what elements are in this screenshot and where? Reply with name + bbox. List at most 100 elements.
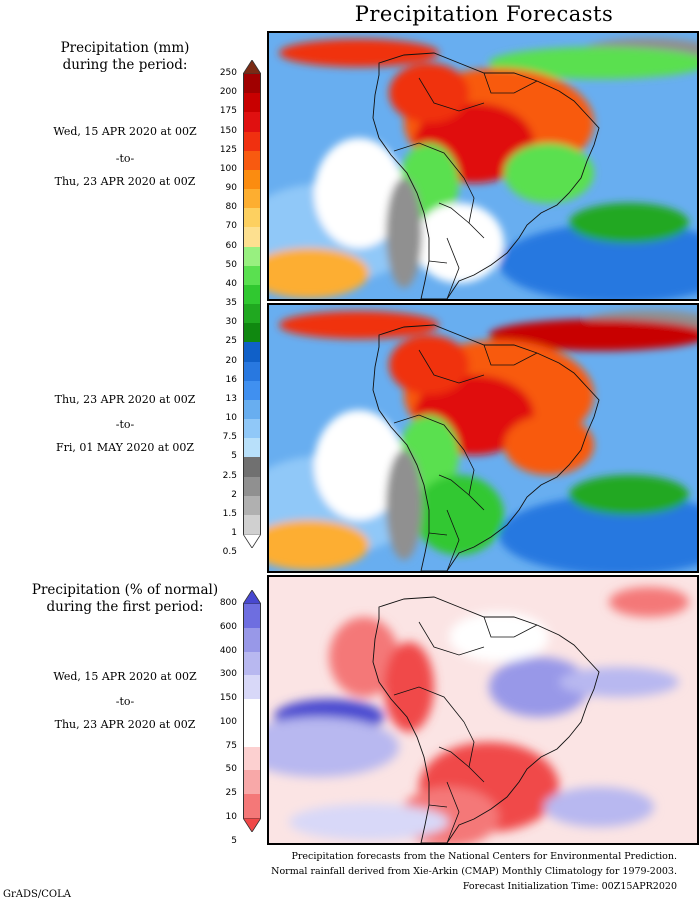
colorbar-tick-label: 13	[225, 393, 237, 404]
colorbar-tick-label: 7.5	[222, 432, 237, 443]
colorbar-cell	[243, 675, 261, 700]
colorbar-cell	[243, 604, 261, 629]
colorbar-tick-label: 0.5	[222, 547, 237, 558]
panel2-separator: -to-	[115, 418, 135, 431]
grads-credit: GrADS/COLA	[3, 889, 71, 900]
colorbar-cell	[243, 93, 261, 113]
colorbar-tick-label: 30	[225, 317, 237, 328]
map-panel-percent-normal	[267, 575, 699, 845]
colorbar-tick-label: 25	[225, 336, 237, 347]
colorbar-top-arrow	[243, 60, 261, 74]
colorbar-tick-label: 35	[225, 298, 237, 308]
colorbar-tick-label: 2	[231, 489, 237, 500]
panel1-heading-line2: during the period:	[62, 57, 188, 73]
footer-line-init-time: Forecast Initialization Time: 00Z15APR20…	[462, 881, 677, 892]
colorbar-cell	[243, 746, 261, 771]
colorbar-cell	[243, 265, 261, 286]
colorbar-cell	[243, 651, 261, 676]
panel3-heading: Precipitation (% of normal) during the f…	[30, 582, 220, 616]
panel3-heading-line1: Precipitation (% of normal)	[31, 582, 219, 598]
footer-line-source: Precipitation forecasts from the Nationa…	[291, 851, 678, 862]
colorbar-tick-label: 2.5	[222, 470, 237, 481]
precip-colorbar-labels: 250 200 175 150 125 100 90 80 70 60 50 40 35 30 25 20 16…	[203, 60, 239, 557]
colorbar-cell	[243, 74, 261, 94]
colorbar-tick-label: 10	[225, 413, 237, 423]
colorbar-cell	[243, 131, 261, 152]
colorbar-cell	[243, 794, 261, 819]
colorbar-tick-label: 25	[225, 788, 237, 799]
colorbar-cell	[243, 722, 261, 748]
map-panel-week2-precip	[267, 303, 699, 573]
colorbar-tick-label: 175	[219, 106, 237, 117]
colorbar-cell	[243, 304, 261, 324]
colorbar-tick-label: 400	[219, 645, 237, 656]
colorbar-cell	[243, 169, 261, 190]
colorbar-cell	[243, 457, 261, 477]
colorbar-tick-label: 5	[231, 451, 237, 462]
colorbar-bottom-arrow	[243, 818, 261, 832]
panel1-heading-line1: Precipitation (mm)	[60, 40, 190, 56]
colorbar-cell	[243, 208, 261, 228]
colorbar-tick-label: 800	[219, 598, 237, 608]
panel1-heading: Precipitation (mm) during the period:	[40, 40, 210, 74]
colorbar-cell	[243, 770, 261, 795]
panel1-start-date: Wed, 15 APR 2020 at 00Z	[53, 125, 197, 138]
colorbar-tick-label: 60	[225, 240, 237, 251]
colorbar-cell	[243, 189, 261, 209]
colorbar-tick-label: 5	[231, 835, 237, 846]
colorbar-cell	[243, 342, 261, 362]
colorbar-tick-label: 300	[219, 669, 237, 680]
colorbar-tick-label: 50	[225, 764, 237, 775]
panel1-separator: -to-	[115, 152, 135, 165]
colorbar-tick-label: 70	[225, 221, 237, 232]
panel3-end-date: Thu, 23 APR 2020 at 00Z	[54, 718, 196, 731]
footer-line-climatology: Normal rainfall derived from Xie-Arkin (…	[271, 866, 677, 877]
colorbar-tick-label: 16	[225, 374, 237, 385]
footer-notes: Precipitation forecasts from the Nationa…	[268, 849, 677, 894]
colorbar-cell	[243, 495, 261, 516]
colorbar-bottom-arrow	[243, 534, 261, 548]
colorbar-tick-label: 250	[219, 68, 237, 78]
colorbar-tick-label: 100	[219, 716, 237, 727]
colorbar-tick-label: 50	[225, 259, 237, 270]
map-panel-week1-precip	[267, 31, 699, 301]
colorbar-tick-label: 200	[219, 87, 237, 98]
colorbar-tick-label: 90	[225, 183, 237, 193]
colorbar-cell	[243, 438, 261, 458]
colorbar-cell	[243, 514, 261, 535]
colorbar-tick-label: 1	[231, 528, 237, 538]
colorbar-cell	[243, 627, 261, 653]
colorbar-top-arrow	[243, 590, 261, 604]
colorbar-tick-label: 125	[219, 144, 237, 155]
colorbar-tick-label: 150	[219, 693, 237, 704]
colorbar-cell	[243, 150, 261, 171]
colorbar-cell	[243, 699, 261, 724]
colorbar-tick-label: 75	[225, 740, 237, 751]
page-title: Precipitation Forecasts	[354, 2, 614, 26]
colorbar-cell	[243, 112, 261, 132]
colorbar-tick-label: 600	[219, 621, 237, 632]
colorbar-tick-label: 40	[225, 278, 237, 289]
colorbar-cell	[243, 246, 261, 267]
panel2-start-date: Thu, 23 APR 2020 at 00Z	[54, 393, 196, 406]
colorbar-cell	[243, 476, 261, 497]
panel3-heading-line2: during the first period:	[46, 599, 204, 615]
colorbar-cell	[243, 284, 261, 305]
colorbar-tick-label: 150	[219, 125, 237, 136]
colorbar-cell	[243, 399, 261, 420]
colorbar-cell	[243, 419, 261, 439]
panel2-end-date: Fri, 01 MAY 2020 at 00Z	[55, 441, 195, 454]
colorbar-cell	[243, 380, 261, 401]
pct-colorbar	[243, 590, 261, 832]
colorbar-tick-label: 1.5	[222, 508, 237, 519]
colorbar-cell	[243, 361, 261, 382]
colorbar-tick-label: 20	[225, 355, 237, 366]
panel3-start-date: Wed, 15 APR 2020 at 00Z	[53, 670, 197, 683]
panel3-separator: -to-	[115, 695, 135, 708]
precip-colorbar	[243, 60, 261, 548]
colorbar-tick-label: 100	[219, 163, 237, 174]
pct-colorbar-labels: 800 600 400 300 150 100 75 50 25 10 5	[203, 590, 239, 846]
colorbar-cell	[243, 323, 261, 343]
colorbar-tick-label: 80	[225, 202, 237, 213]
colorbar-cell	[243, 227, 261, 247]
